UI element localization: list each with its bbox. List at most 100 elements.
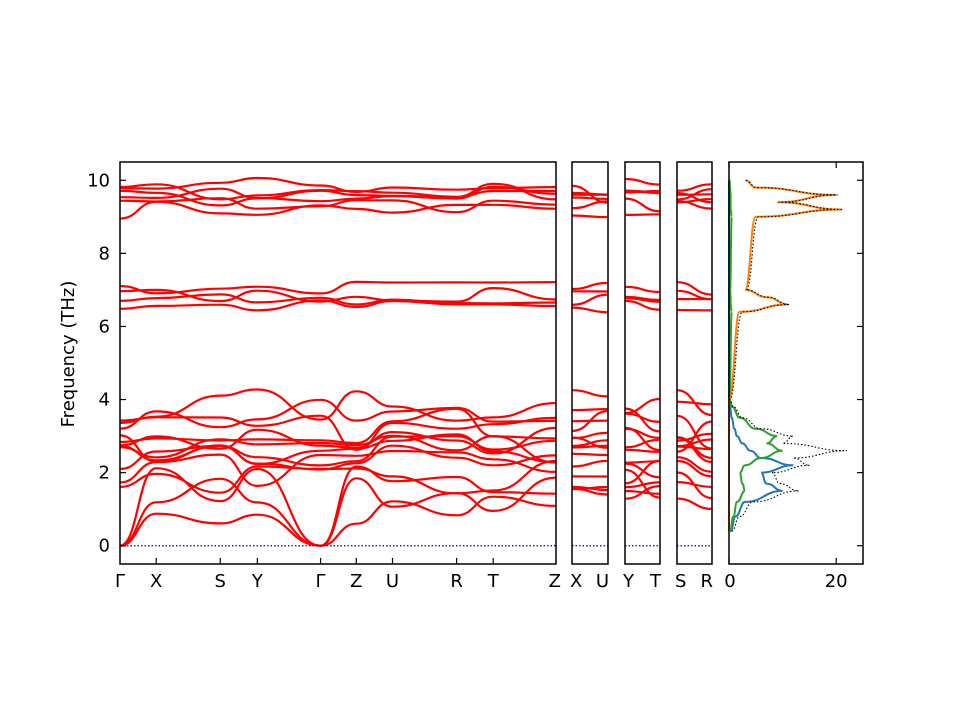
y-axis-label: Frequency (THz) bbox=[58, 281, 79, 428]
band-line bbox=[624, 397, 661, 415]
band-line bbox=[624, 407, 661, 433]
band-line bbox=[119, 388, 557, 424]
y-tick-label: 4 bbox=[99, 390, 110, 411]
band-line bbox=[676, 281, 713, 296]
y-tick-label: 0 bbox=[99, 536, 110, 557]
band-line bbox=[119, 299, 557, 312]
band-line bbox=[624, 285, 661, 294]
band-line bbox=[624, 448, 661, 453]
high-symmetry-point-label: T bbox=[487, 571, 500, 592]
high-symmetry-point-label: S bbox=[215, 571, 226, 592]
band-line bbox=[676, 459, 713, 478]
high-symmetry-point-label: Y bbox=[251, 571, 264, 592]
band-line bbox=[119, 465, 557, 547]
high-symmetry-point-label: Z bbox=[549, 571, 561, 592]
band-line bbox=[676, 192, 713, 204]
band-line bbox=[119, 176, 557, 193]
dos-total bbox=[728, 179, 847, 532]
dos-curves bbox=[727, 179, 847, 533]
band-line bbox=[119, 433, 557, 466]
band-line bbox=[571, 410, 609, 432]
band-line bbox=[571, 281, 609, 291]
band-line bbox=[624, 438, 661, 449]
band-line bbox=[624, 426, 661, 452]
high-symmetry-point-label: U bbox=[386, 571, 399, 592]
band-line bbox=[676, 197, 713, 204]
band-panel-frame bbox=[624, 161, 661, 565]
dos-x-tick-label: 0 bbox=[724, 571, 735, 592]
dos-x-tick-label: 20 bbox=[825, 571, 848, 592]
band-line bbox=[119, 426, 557, 455]
band-line bbox=[624, 462, 661, 479]
band-line bbox=[624, 297, 661, 303]
y-tick-label: 10 bbox=[87, 170, 110, 191]
high-symmetry-point-label: X bbox=[570, 571, 582, 592]
band-line bbox=[676, 436, 713, 459]
high-symmetry-point-label: S bbox=[675, 571, 686, 592]
band-panel-frame bbox=[119, 161, 557, 565]
band-panel-frame bbox=[571, 161, 609, 565]
band-line bbox=[119, 459, 557, 495]
band-line bbox=[624, 177, 661, 186]
band-line bbox=[624, 189, 661, 194]
band-line bbox=[624, 299, 661, 311]
band-line bbox=[571, 214, 609, 219]
band-line bbox=[676, 183, 713, 192]
high-symmetry-point-label: Y bbox=[622, 571, 635, 592]
band-line bbox=[119, 449, 557, 487]
band-line bbox=[119, 407, 557, 445]
band-line bbox=[571, 408, 609, 412]
band-line bbox=[676, 188, 713, 201]
dos-partial-2 bbox=[728, 179, 783, 533]
high-symmetry-point-label: Γ bbox=[115, 571, 125, 592]
y-tick-label: 2 bbox=[99, 463, 110, 484]
high-symmetry-point-label: U bbox=[596, 571, 609, 592]
band-line bbox=[676, 389, 713, 417]
band-line bbox=[119, 280, 557, 295]
band-line bbox=[676, 438, 713, 448]
band-line bbox=[119, 495, 557, 547]
band-line bbox=[624, 485, 661, 500]
band-line bbox=[119, 434, 557, 464]
band-line bbox=[676, 432, 713, 442]
dos-partial-1 bbox=[727, 180, 794, 533]
band-line bbox=[571, 459, 609, 468]
high-symmetry-point-label: Z bbox=[350, 571, 362, 592]
dos-partial-3 bbox=[728, 179, 842, 532]
band-line bbox=[571, 436, 609, 449]
band-line bbox=[571, 389, 609, 398]
band-line bbox=[624, 460, 661, 464]
band-line bbox=[571, 485, 609, 491]
band-line bbox=[624, 412, 661, 423]
band-line bbox=[676, 414, 713, 450]
high-symmetry-point-label: T bbox=[649, 571, 662, 592]
band-line bbox=[571, 293, 609, 306]
band-line bbox=[624, 295, 661, 302]
band-line bbox=[676, 497, 713, 510]
band-line bbox=[676, 289, 713, 301]
band-line bbox=[571, 444, 609, 449]
band-line bbox=[571, 196, 609, 200]
y-tick-label: 8 bbox=[99, 243, 110, 264]
band-panel-frame bbox=[676, 161, 713, 565]
band-line bbox=[119, 287, 557, 303]
band-lines bbox=[119, 176, 713, 547]
high-symmetry-point-label: X bbox=[150, 571, 162, 592]
axes-frames bbox=[119, 161, 864, 565]
band-line bbox=[676, 456, 713, 473]
high-symmetry-point-label: Γ bbox=[316, 571, 326, 592]
band-line bbox=[676, 471, 713, 500]
band-line bbox=[571, 452, 609, 457]
y-tick-label: 6 bbox=[99, 316, 110, 337]
band-line bbox=[571, 306, 609, 314]
high-symmetry-point-label: R bbox=[700, 571, 713, 592]
high-symmetry-point-label: R bbox=[450, 571, 463, 592]
band-line bbox=[624, 213, 661, 216]
band-line bbox=[624, 197, 661, 213]
band-line bbox=[119, 398, 557, 430]
dos-panel-frame bbox=[728, 161, 864, 565]
band-line bbox=[119, 414, 557, 451]
band-line bbox=[624, 481, 661, 489]
